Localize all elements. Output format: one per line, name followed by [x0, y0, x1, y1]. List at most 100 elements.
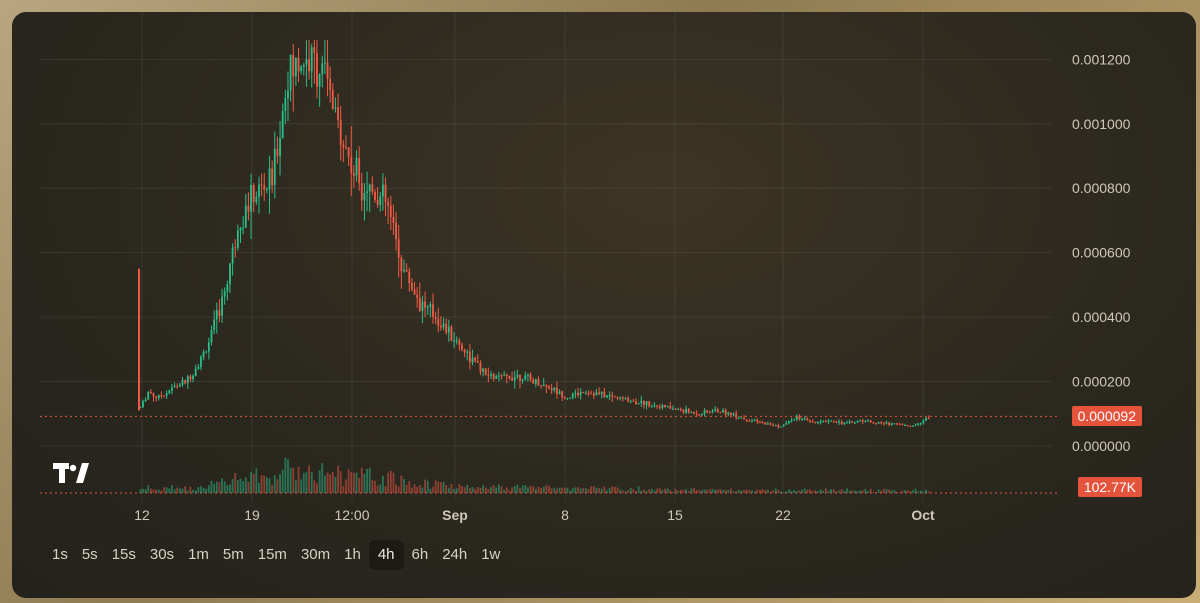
timeframe-button-15s[interactable]: 15s	[111, 546, 136, 563]
volume-bar	[790, 491, 793, 493]
volume-bar	[875, 492, 877, 493]
candle-body	[482, 368, 485, 372]
volume-bar	[511, 487, 514, 493]
volume-bar	[877, 489, 880, 493]
timeframe-button-4h[interactable]: 4h	[368, 540, 404, 570]
candle-body	[643, 400, 645, 405]
volume-bar	[537, 486, 540, 493]
volume-bar	[587, 489, 590, 493]
candle-body	[215, 310, 218, 320]
volume-bar	[682, 489, 685, 493]
candle-body	[524, 375, 527, 380]
timeframe-button-5s[interactable]: 5s	[81, 546, 98, 563]
volume-bar	[260, 475, 263, 493]
volume-bar	[888, 489, 891, 493]
x-tick-label: 12:00	[334, 507, 369, 523]
candle-body	[511, 378, 514, 381]
timeframe-button-30m[interactable]: 30m	[300, 546, 331, 563]
volume-bar	[917, 491, 920, 493]
candle-body	[698, 414, 701, 416]
volume-bar	[297, 466, 300, 493]
volume-bar	[524, 485, 527, 493]
volume-bar	[856, 491, 859, 493]
volume-bar	[542, 486, 545, 493]
timeframe-button-1h[interactable]: 1h	[344, 546, 361, 563]
candle-body	[925, 417, 927, 421]
candle-body	[555, 387, 558, 395]
volume-bar	[893, 490, 896, 493]
candle-body	[682, 410, 685, 413]
volume-bar	[737, 489, 740, 493]
timeframe-button-30s[interactable]: 30s	[149, 546, 175, 563]
candle-body	[537, 379, 540, 386]
candle-body	[521, 379, 524, 381]
candle-body	[856, 420, 859, 423]
candle-body	[664, 404, 666, 408]
candle-body	[830, 420, 833, 422]
volume-bar	[360, 467, 363, 493]
volume-bar	[289, 467, 292, 493]
volume-bar	[323, 475, 326, 493]
candle-body	[263, 185, 266, 190]
candle-body	[260, 184, 263, 186]
price-chart[interactable]: 0.001200 0.001000 0.000800 0.000600 0.000400…	[12, 12, 1196, 598]
volume-bar	[540, 487, 543, 493]
volume-bar	[798, 490, 801, 493]
candle-body	[864, 420, 867, 422]
candle-body	[192, 375, 194, 380]
candle-body	[714, 409, 717, 411]
candle-body	[453, 340, 455, 342]
timeframe-button-1w[interactable]: 1w	[481, 546, 501, 563]
candle-body	[526, 374, 529, 376]
volume-bar	[221, 478, 223, 493]
volume-bar	[329, 474, 332, 493]
volume-bar	[716, 489, 719, 493]
volume-bar	[772, 490, 775, 493]
candle-body	[490, 374, 492, 376]
volume-bar	[645, 490, 648, 493]
volume-bar	[186, 490, 189, 493]
timeframe-button-1s[interactable]: 1s	[52, 546, 68, 563]
volume-bar	[832, 489, 835, 493]
candle-body	[300, 66, 303, 72]
volume-bar	[181, 488, 184, 493]
candle-body	[297, 57, 300, 72]
candle-body	[590, 393, 593, 395]
candle-body	[745, 419, 748, 421]
x-tick-label: 12	[134, 507, 150, 523]
volume-bar	[403, 479, 405, 493]
candle-body	[410, 283, 413, 290]
volume-bar	[458, 484, 461, 493]
volume-bar	[801, 489, 804, 493]
candle-body	[904, 424, 906, 426]
x-tick-label: Sep	[442, 507, 468, 523]
volume-bar	[548, 485, 550, 493]
volume-bar	[376, 485, 379, 493]
candle-body	[911, 425, 914, 427]
volume-bar	[848, 490, 851, 493]
timeframe-button-1m[interactable]: 1m	[188, 546, 209, 563]
timeframe-button-24h[interactable]: 24h	[442, 546, 468, 563]
timeframe-button-15m[interactable]: 15m	[257, 546, 287, 563]
candle-body	[545, 384, 548, 387]
volume-bar	[708, 489, 711, 493]
candle-body	[250, 185, 252, 212]
volume-bar	[424, 479, 426, 493]
candle-body	[917, 423, 920, 426]
candle-body	[632, 400, 635, 402]
volume-bar	[859, 490, 862, 493]
volume-bar	[234, 472, 237, 493]
candle-body	[877, 422, 880, 424]
candle-body	[360, 183, 363, 201]
timeframe-button-5m[interactable]: 5m	[222, 546, 244, 563]
candle-body	[563, 397, 566, 399]
volume-bar	[650, 488, 653, 493]
volume-bar	[173, 489, 176, 493]
volume-bar	[827, 490, 830, 493]
volume-bar	[616, 487, 619, 493]
timeframe-button-6h[interactable]: 6h	[411, 546, 429, 563]
candle-body	[540, 385, 543, 387]
candle-body	[437, 318, 440, 326]
candle-body	[708, 412, 711, 414]
volume-bar	[793, 490, 796, 493]
